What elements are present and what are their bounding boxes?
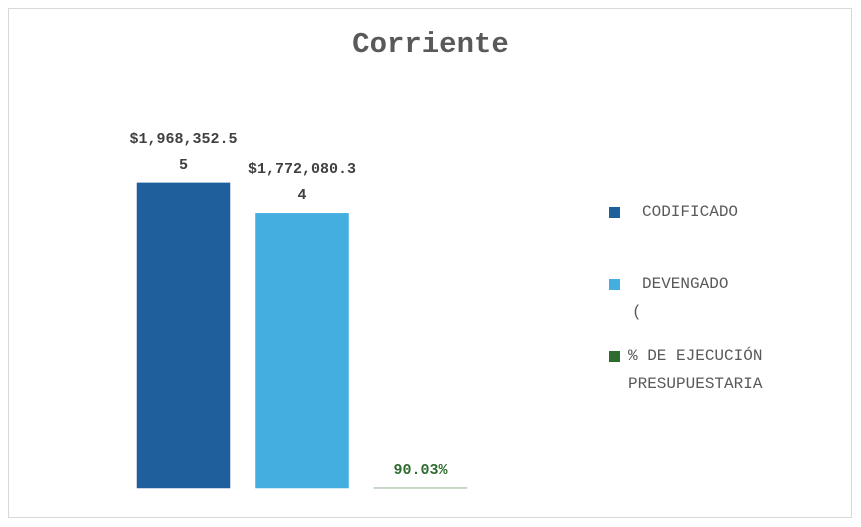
legend-swatch bbox=[609, 351, 620, 362]
data-label: $1,968,352.55 bbox=[129, 130, 238, 174]
data-label: $1,772,080.34 bbox=[247, 161, 357, 205]
legend-label: % DE EJECUCIÓN PRESUPUESTARIA bbox=[628, 347, 763, 393]
legend-swatch bbox=[609, 279, 620, 290]
chart-title: Corriente bbox=[352, 28, 509, 61]
legend-swatch bbox=[609, 207, 620, 218]
legend-label: CODIFICADO bbox=[642, 203, 739, 221]
bar bbox=[255, 213, 349, 489]
chart-frame bbox=[8, 8, 852, 518]
legend-label: DEVENGADO ( bbox=[632, 275, 729, 321]
data-label: 90.03% bbox=[393, 461, 448, 479]
bar bbox=[136, 182, 231, 489]
